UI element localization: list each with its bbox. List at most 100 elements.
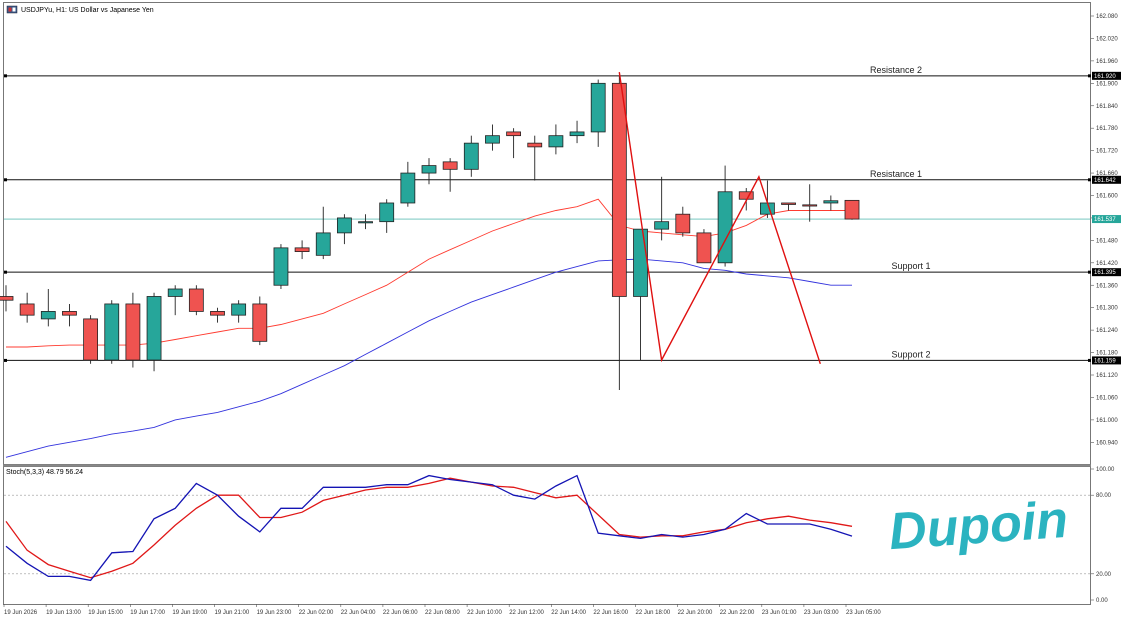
time-label: 22 Jun 16:00 <box>593 610 628 616</box>
chart-menu-icon[interactable] <box>6 5 18 14</box>
candle[interactable] <box>590 82 606 133</box>
time-label: 23 Jun 05:00 <box>846 610 881 616</box>
level-handle[interactable] <box>1088 358 1091 362</box>
price-tick-label: 161.900 <box>1096 81 1118 87</box>
stoch-label: Stoch(5,3,3) 48.79 56.24 <box>6 469 83 476</box>
time-label: 19 Jun 23:00 <box>257 610 292 616</box>
price-tick-label: 161.120 <box>1096 373 1118 379</box>
candle[interactable] <box>315 232 331 256</box>
candle[interactable] <box>527 142 543 148</box>
candle[interactable] <box>463 142 479 170</box>
level-handle[interactable] <box>1088 74 1091 78</box>
level-price-tag <box>1092 268 1121 277</box>
candle[interactable] <box>19 303 35 316</box>
time-label: 22 Jun 02:00 <box>299 610 334 616</box>
candle[interactable] <box>844 199 860 220</box>
candle[interactable] <box>40 311 56 320</box>
candle[interactable] <box>400 172 416 204</box>
candle[interactable] <box>781 202 796 205</box>
candle[interactable] <box>654 221 670 230</box>
level-label: Support 1 <box>891 261 930 271</box>
chart-title: USDJPYu, H1: US Dollar vs Japanese Yen <box>21 7 154 14</box>
price-tick-label: 161.060 <box>1096 395 1118 401</box>
candle[interactable] <box>696 232 712 264</box>
time-label: 19 Jun 15:00 <box>88 610 123 616</box>
candle[interactable] <box>485 135 500 144</box>
candle[interactable] <box>210 311 225 316</box>
candle[interactable] <box>358 221 373 224</box>
candle[interactable] <box>273 247 289 286</box>
price-tick-label: 161.300 <box>1096 306 1118 312</box>
ma-slow-line <box>5 258 852 458</box>
candle[interactable] <box>675 213 691 234</box>
candle[interactable] <box>252 303 268 342</box>
candle[interactable] <box>294 247 310 252</box>
stoch-main-line <box>5 474 853 582</box>
level-price-tag <box>1092 356 1121 365</box>
time-label: 22 Jun 06:00 <box>383 610 418 616</box>
candle[interactable] <box>569 131 585 137</box>
level-label: Resistance 1 <box>870 169 922 179</box>
time-label: 23 Jun 01:00 <box>762 610 797 616</box>
level-handle[interactable] <box>4 270 7 274</box>
candle[interactable] <box>611 82 627 297</box>
price-tick-label: 161.000 <box>1096 418 1118 424</box>
candle[interactable] <box>442 161 458 170</box>
time-label: 23 Jun 03:00 <box>804 610 839 616</box>
price-tick-label: 161.180 <box>1096 351 1118 357</box>
candle[interactable] <box>62 311 77 316</box>
price-tick-label: 161.720 <box>1096 149 1118 155</box>
candle[interactable] <box>125 303 141 361</box>
level-price-label: 161.159 <box>1094 358 1116 364</box>
time-label: 22 Jun 20:00 <box>678 610 713 616</box>
level-price-label: 161.920 <box>1094 74 1116 80</box>
time-label: 22 Jun 08:00 <box>425 610 460 616</box>
candle[interactable] <box>802 204 818 207</box>
candle[interactable] <box>0 296 14 301</box>
current-price-tag <box>1092 215 1121 224</box>
candle[interactable] <box>717 191 733 264</box>
price-tick-label: 161.240 <box>1096 328 1118 334</box>
level-handle[interactable] <box>4 74 7 78</box>
level-price-label: 161.642 <box>1094 178 1116 184</box>
price-tick-label: 161.960 <box>1096 59 1118 65</box>
price-tick-label: 161.420 <box>1096 261 1118 267</box>
level-handle[interactable] <box>4 178 7 182</box>
candle[interactable] <box>379 202 395 223</box>
time-label: 22 Jun 04:00 <box>341 610 376 616</box>
candle[interactable] <box>506 131 522 137</box>
time-label: 19 Jun 13:00 <box>46 610 81 616</box>
candle[interactable] <box>823 200 839 204</box>
level-price-tag <box>1092 71 1121 80</box>
time-label: 22 Jun 10:00 <box>467 610 502 616</box>
candle[interactable] <box>421 165 437 174</box>
time-label: 19 Jun 17:00 <box>130 610 165 616</box>
time-label: 22 Jun 14:00 <box>551 610 586 616</box>
candle[interactable] <box>188 288 204 312</box>
candle[interactable] <box>146 296 162 361</box>
current-price-label: 161.537 <box>1094 217 1116 223</box>
level-label: Support 2 <box>891 349 930 359</box>
price-tick-label: 161.480 <box>1096 238 1118 244</box>
level-handle[interactable] <box>1088 270 1091 274</box>
time-label: 22 Jun 12:00 <box>509 610 544 616</box>
level-handle[interactable] <box>4 358 7 362</box>
stoch-tick-label: 0.00 <box>1096 598 1108 604</box>
level-price-label: 161.395 <box>1094 270 1116 276</box>
stoch-tick-label: 100.00 <box>1096 467 1115 473</box>
candle[interactable] <box>633 228 648 297</box>
stoch-tick-label: 20.00 <box>1096 572 1112 578</box>
time-label: 19 Jun 19:00 <box>172 610 207 616</box>
candle[interactable] <box>336 217 352 234</box>
level-handle[interactable] <box>1088 178 1091 182</box>
candle[interactable] <box>104 303 120 361</box>
time-label: 22 Jun 18:00 <box>636 610 671 616</box>
price-tick-label: 161.780 <box>1096 126 1118 132</box>
candle[interactable] <box>167 288 183 297</box>
level-price-tag <box>1092 175 1121 184</box>
candle[interactable] <box>548 135 564 148</box>
candle[interactable] <box>83 318 98 361</box>
candle[interactable] <box>231 303 247 316</box>
